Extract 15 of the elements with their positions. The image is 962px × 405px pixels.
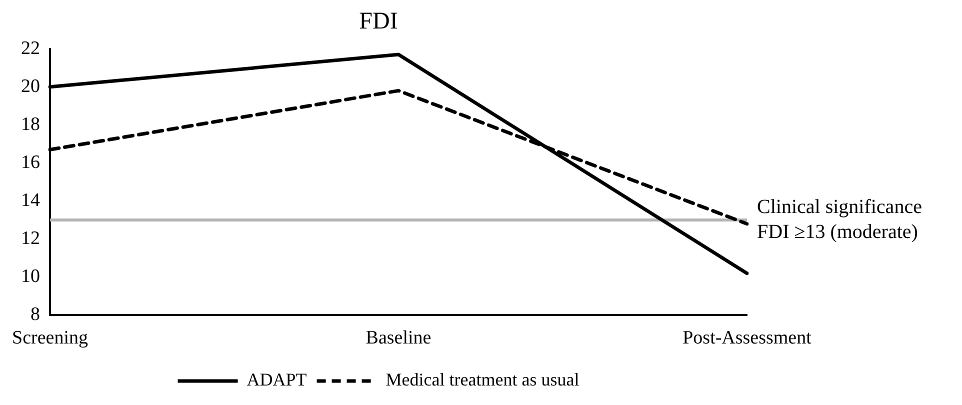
chart-title: FDI [359, 8, 398, 35]
y-tick-label: 20 [20, 76, 40, 97]
y-tick-label: 18 [20, 114, 40, 135]
ref-line-label: Clinical significance FDI ≥13 (moderate) [757, 196, 922, 243]
x-tick-label: Baseline [366, 328, 432, 349]
legend-label: Medical treatment as usual [386, 370, 580, 390]
legend-label: ADAPT [246, 370, 307, 390]
y-tick-label: 8 [30, 304, 40, 326]
y-tick-label: 16 [20, 152, 40, 173]
y-tick-label: 22 [20, 38, 40, 59]
y-tick-label: 14 [20, 190, 40, 212]
y-tick-label: 10 [20, 266, 40, 288]
x-tick-label: Screening [12, 328, 88, 349]
y-tick-label: 12 [20, 228, 40, 250]
x-tick-label: Post-Assessment [682, 328, 812, 349]
